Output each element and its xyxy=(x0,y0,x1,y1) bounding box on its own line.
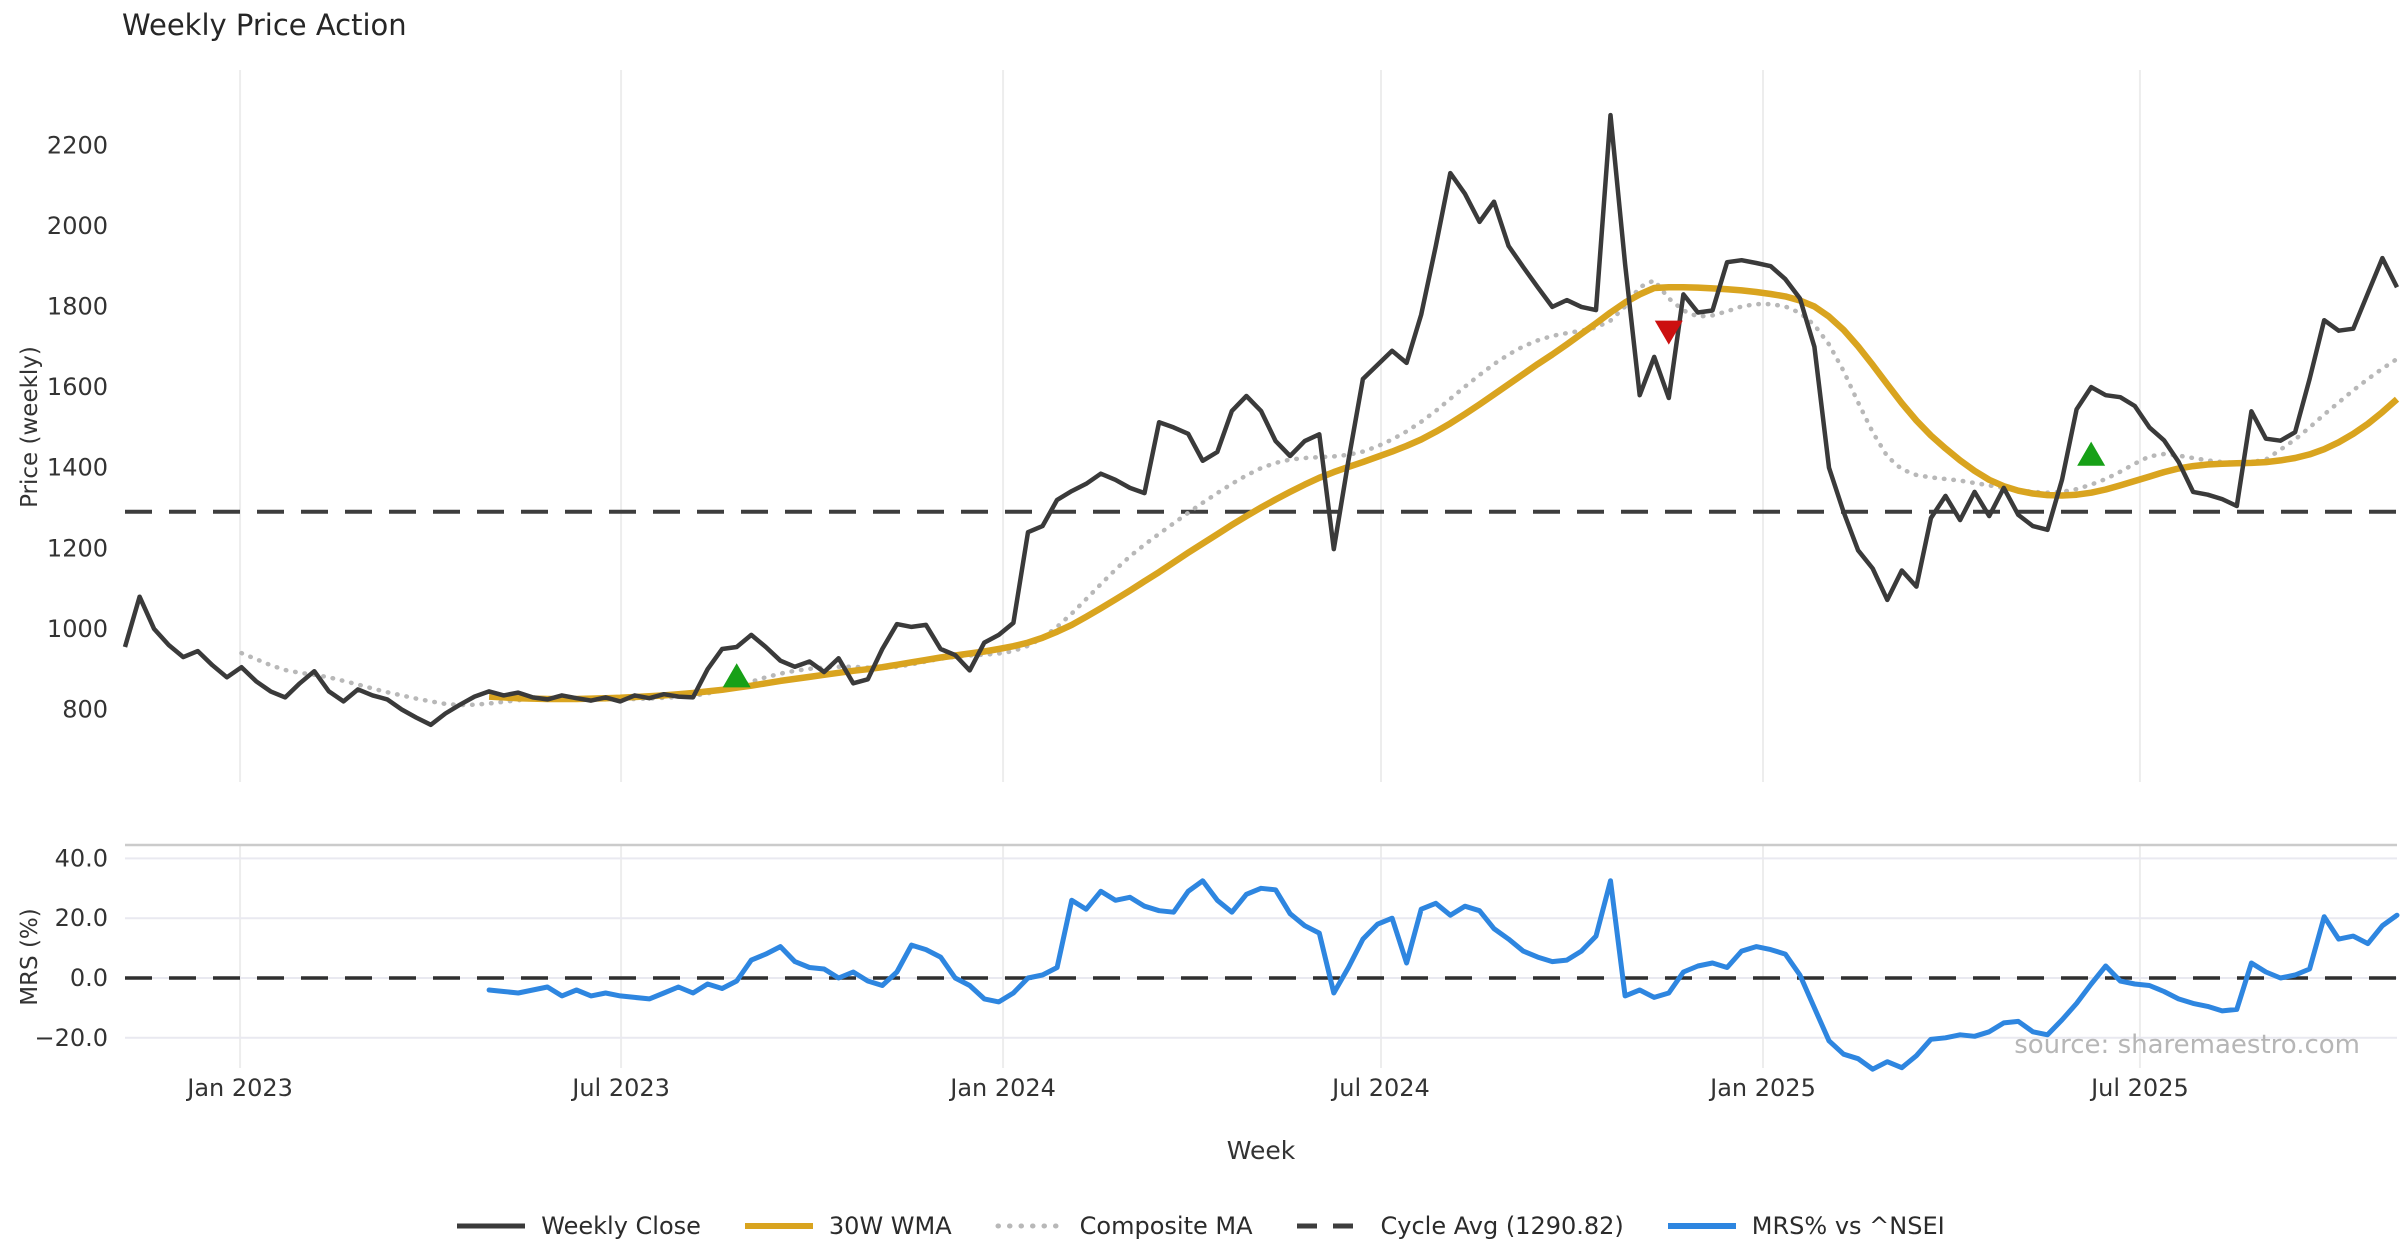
legend-item-wma: 30W WMA xyxy=(743,1212,952,1240)
x-tick-label: Jan 2024 xyxy=(948,1074,1056,1102)
x-tick-label: Jan 2025 xyxy=(1708,1074,1816,1102)
mrs-tick-label: 40.0 xyxy=(55,844,108,872)
weekly-close-line xyxy=(122,112,2400,728)
price-tick-label: 1400 xyxy=(47,454,108,482)
series-layer xyxy=(122,112,2400,1072)
wma-swatch-icon xyxy=(744,1223,813,1229)
x-tick-label: Jul 2023 xyxy=(570,1074,670,1102)
price-tick-label: 1000 xyxy=(47,615,108,643)
sell-signal-icon xyxy=(1654,320,1683,345)
x-tick-label: Jul 2024 xyxy=(1330,1074,1430,1102)
buy-signal-icon xyxy=(722,663,751,688)
price-tick-label: 800 xyxy=(62,696,108,724)
legend-item-cycle-avg: Cycle Avg (1290.82) xyxy=(1295,1212,1624,1240)
buy-signal-icon xyxy=(2077,441,2106,466)
legend-item-weekly-close: Weekly Close xyxy=(455,1212,701,1240)
composite-swatch-icon xyxy=(995,1223,1066,1229)
cycle-avg-swatch-icon xyxy=(1296,1223,1365,1229)
weekly-close-swatch-icon xyxy=(457,1223,526,1229)
x-axis-title: Week xyxy=(1226,1136,1296,1165)
legend-label: Weekly Close xyxy=(541,1212,701,1240)
price-tick-label: 1800 xyxy=(47,293,108,321)
price-tick-label: 2200 xyxy=(47,131,108,159)
mrs-swatch-icon xyxy=(1667,1223,1736,1229)
price-tick-label: 2000 xyxy=(47,212,108,240)
legend-label: MRS% vs ^NSEI xyxy=(1751,1212,1945,1240)
chart-title: Weekly Price Action xyxy=(122,8,407,42)
mrs-line xyxy=(486,878,2400,1072)
mrs-tick-label: 20.0 xyxy=(55,904,108,932)
legend-label: Cycle Avg (1290.82) xyxy=(1380,1212,1624,1240)
gridlines-layer xyxy=(125,70,2397,1068)
mrs-tick-label: −20.0 xyxy=(34,1024,108,1052)
x-tick-label: Jul 2025 xyxy=(2089,1074,2189,1102)
mrs-tick-label: 0.0 xyxy=(70,964,108,992)
chart-legend: Weekly Close 30W WMA Composite MA Cycle … xyxy=(0,1212,2400,1240)
price-tick-label: 1600 xyxy=(47,373,108,401)
legend-label: 30W WMA xyxy=(828,1212,952,1240)
legend-item-mrs: MRS% vs ^NSEI xyxy=(1666,1212,1945,1240)
price-tick-label: 1200 xyxy=(47,534,108,562)
wma-line xyxy=(488,283,2400,703)
legend-item-composite: Composite MA xyxy=(994,1212,1253,1240)
x-tick-label: Jan 2023 xyxy=(185,1074,293,1102)
source-watermark: source: sharemaestro.com xyxy=(2014,1030,2360,1060)
legend-label: Composite MA xyxy=(1079,1212,1253,1240)
